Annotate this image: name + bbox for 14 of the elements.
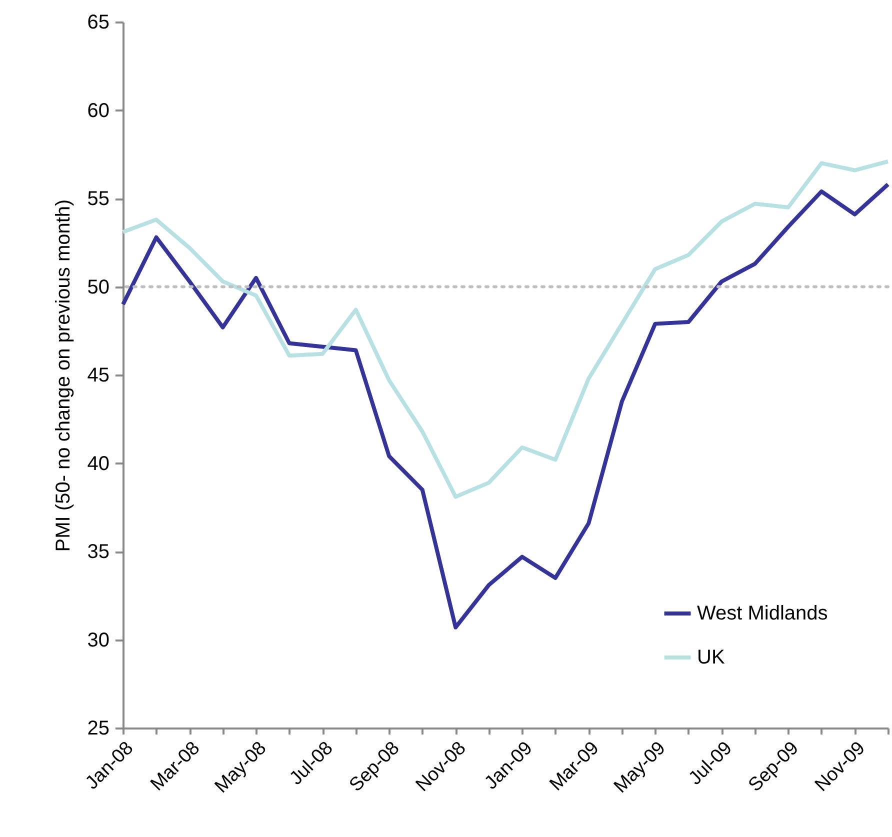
legend-label: UK [697,646,726,668]
y-tick-label: 50 [87,276,110,298]
y-tick-label: 45 [87,364,110,386]
legend-label: West Midlands [697,602,828,624]
y-tick-label: 65 [87,12,110,34]
line-series [121,182,890,630]
y-tick-label: 35 [87,541,110,563]
y-axis-title: PMI (50- no change on previous month) [52,199,74,552]
y-tick-label: 55 [87,188,110,210]
y-tick-label: 25 [87,718,110,740]
line-series [121,159,890,499]
y-tick-label: 40 [87,452,110,475]
y-tick-label: 30 [87,629,110,652]
y-tick-label: 60 [87,100,110,122]
